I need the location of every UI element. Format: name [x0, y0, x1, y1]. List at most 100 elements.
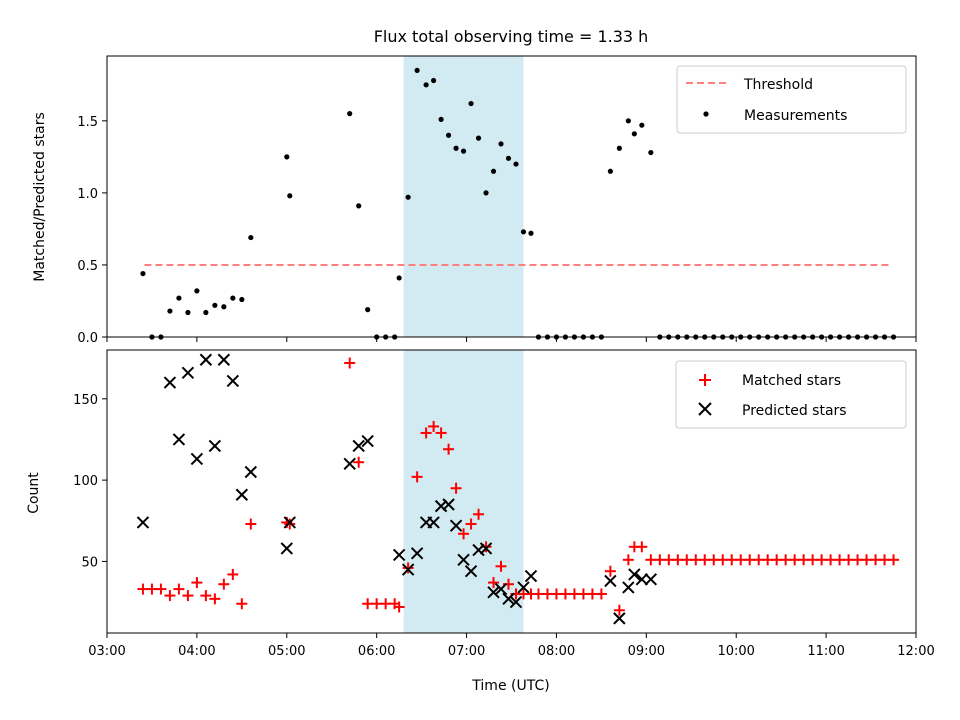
legend-measurements-swatch: [703, 111, 709, 117]
x-tick-label: 04:00: [178, 644, 215, 659]
predicted-stars-point: [352, 439, 365, 453]
measurements-point: [520, 229, 527, 235]
matched-stars-point: [227, 568, 239, 580]
matched-stars-point: [488, 577, 500, 589]
x-tick-label: 12:00: [897, 644, 934, 659]
x-tick-label: 03:00: [88, 644, 125, 659]
matched-stars-point: [218, 578, 230, 590]
measurements-point: [528, 230, 534, 236]
panel-count-legend: Matched stars Predicted stars: [675, 360, 907, 429]
measurements-point: [430, 77, 437, 84]
matched-stars-point: [393, 601, 405, 613]
y-tick-label: 0.0: [77, 331, 98, 346]
matched-stars-point: [613, 604, 625, 616]
y-tick-label: 100: [73, 474, 98, 489]
legend-threshold-label: Threshold: [743, 77, 813, 93]
matched-stars-point: [402, 562, 414, 574]
measurements-point: [423, 82, 429, 88]
legend-matched-swatch: [699, 374, 711, 386]
x-tick-label: 06:00: [358, 644, 395, 659]
measurements-point: [405, 194, 411, 200]
matched-stars-point: [495, 560, 507, 572]
predicted-stars-point: [163, 376, 177, 389]
matched-stars-point: [473, 508, 485, 520]
x-tick-label: 05:00: [268, 644, 305, 659]
predicted-stars-point: [244, 465, 258, 479]
measurements-point: [248, 234, 254, 241]
matched-stars-point: [604, 565, 616, 577]
y-tick-label: 50: [81, 555, 98, 570]
predicted-stars-point: [136, 516, 150, 529]
matched-stars-point: [236, 598, 248, 610]
matched-stars-point: [443, 443, 455, 455]
matched-stars-point: [209, 593, 221, 605]
panel-ratio: 0.0 0.5 1.0 1.5 Matched/Predicted stars Thr…: [32, 55, 917, 346]
predicted-stars-point: [434, 499, 448, 513]
matched-stars-point: [191, 577, 203, 589]
predicted-stars-point: [472, 543, 485, 557]
panel-ratio-shaded-interval: [403, 56, 524, 337]
predicted-stars-point: [613, 612, 626, 625]
x-tick-label: 07:00: [448, 644, 485, 659]
matched-stars-point: [458, 528, 470, 540]
predicted-stars-point: [410, 547, 424, 560]
measurements-point: [140, 270, 146, 277]
matched-stars-point: [200, 590, 212, 602]
measurements-point: [445, 132, 452, 138]
measurements-point: [347, 111, 353, 117]
matched-stars-point: [450, 482, 462, 494]
panel-count-legend-box: [675, 360, 907, 429]
predicted-stars-point: [280, 542, 293, 555]
measurements-point: [212, 302, 218, 308]
matched-stars-point: [344, 357, 356, 369]
predicted-stars-point: [502, 592, 515, 606]
predicted-stars-point: [199, 353, 213, 366]
matched-stars-point: [353, 456, 365, 468]
predicted-stars-point: [622, 581, 635, 594]
panel-ratio-frame: [106, 55, 917, 338]
panel-ratio-legend: Threshold Measurements: [676, 65, 907, 134]
y-tick-label: 0.5: [77, 259, 98, 274]
measurements-point: [239, 296, 245, 303]
x-tick-label: 08:00: [538, 644, 575, 659]
legend-measurements-label: Measurements: [744, 108, 847, 124]
matched-stars-point: [465, 518, 477, 530]
predicted-stars-point: [343, 457, 356, 471]
predicted-stars-point: [464, 564, 478, 578]
x-tick-label: 09:00: [628, 644, 665, 659]
matched-stars-point: [595, 588, 607, 600]
predicted-stars-point: [283, 516, 296, 529]
measurements-point: [475, 135, 482, 141]
predicted-stars-point: [226, 374, 240, 388]
measurements-point: [221, 304, 227, 310]
panel-count-shaded-interval: [403, 350, 524, 633]
y-tick-label: 1.5: [77, 115, 98, 130]
matched-stars-point: [182, 590, 194, 602]
measurements-point: [230, 295, 236, 301]
measurements-point: [639, 122, 645, 128]
measurements-point: [616, 145, 622, 151]
predicted-stars-point: [217, 353, 231, 366]
panel-count-x-ticks: 03:00 04:00 05:00 06:00 07:00 08:00 09:00 10:00…: [88, 633, 935, 659]
matched-stars-point: [622, 554, 634, 566]
measurements-point: [284, 154, 290, 160]
predicted-stars-point: [392, 548, 406, 562]
predicted-stars-point: [487, 586, 500, 599]
x-tick-label: 10:00: [717, 644, 754, 659]
predicted-stars-point: [635, 573, 649, 586]
measurements-point: [396, 275, 402, 281]
predicted-stars-point: [449, 519, 463, 532]
matched-stars-point: [284, 518, 296, 530]
matched-stars-point: [245, 518, 257, 530]
predicted-stars-point: [517, 581, 530, 594]
predicted-stars-point: [361, 434, 374, 448]
y-tick-label: 150: [73, 393, 98, 408]
measurements-point: [483, 190, 489, 196]
matched-stars-point: [164, 590, 176, 602]
legend-matched-label: Matched stars: [742, 373, 841, 389]
matched-stars-point: [636, 541, 648, 553]
predicted-stars-point: [494, 582, 508, 596]
predicted-stars-point: [401, 563, 415, 576]
matched-stars-point: [420, 427, 432, 439]
